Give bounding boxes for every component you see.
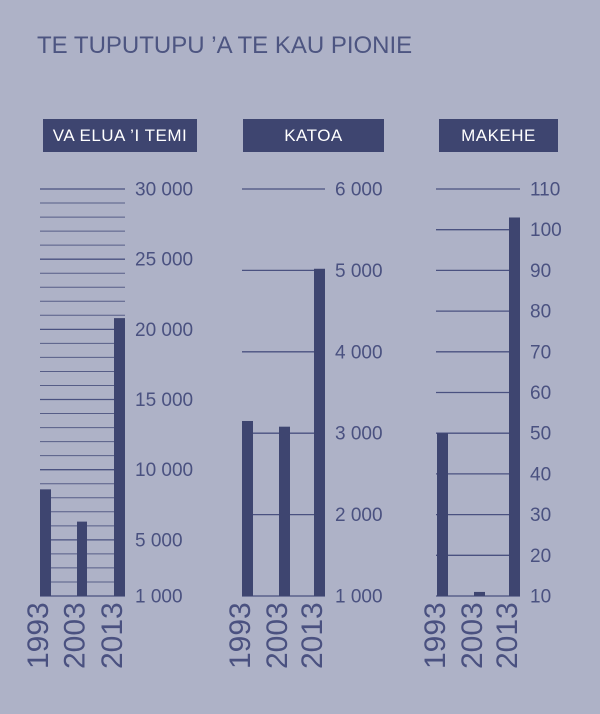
- svg-text:30: 30: [530, 505, 551, 526]
- svg-text:80: 80: [530, 302, 551, 323]
- svg-text:2 000: 2 000: [335, 505, 383, 526]
- svg-text:100: 100: [530, 220, 562, 241]
- svg-text:2013: 2013: [96, 602, 129, 669]
- svg-text:5 000: 5 000: [335, 261, 383, 282]
- svg-text:2003: 2003: [261, 602, 294, 669]
- svg-text:1993: 1993: [419, 602, 452, 669]
- svg-text:15 000: 15 000: [135, 390, 193, 411]
- svg-text:2013: 2013: [491, 602, 524, 669]
- svg-text:1 000: 1 000: [335, 587, 383, 608]
- svg-text:6 000: 6 000: [335, 180, 383, 201]
- svg-text:110: 110: [530, 180, 560, 201]
- svg-text:10: 10: [530, 587, 551, 608]
- svg-text:3 000: 3 000: [335, 424, 383, 445]
- svg-text:20 000: 20 000: [135, 320, 193, 341]
- svg-text:90: 90: [530, 261, 551, 282]
- svg-text:1993: 1993: [224, 602, 257, 669]
- svg-text:4 000: 4 000: [335, 342, 383, 363]
- svg-text:1993: 1993: [22, 602, 55, 669]
- svg-text:25 000: 25 000: [135, 250, 193, 271]
- svg-text:5 000: 5 000: [135, 530, 183, 551]
- svg-text:2013: 2013: [296, 602, 329, 669]
- svg-text:40: 40: [530, 464, 551, 485]
- svg-text:10 000: 10 000: [135, 460, 193, 481]
- svg-text:1 000: 1 000: [135, 587, 183, 608]
- svg-text:20: 20: [530, 546, 551, 567]
- svg-text:70: 70: [530, 342, 551, 363]
- svg-text:2003: 2003: [456, 602, 489, 669]
- svg-text:30 000: 30 000: [135, 180, 193, 201]
- svg-text:60: 60: [530, 383, 551, 404]
- svg-text:2003: 2003: [59, 602, 92, 669]
- svg-text:50: 50: [530, 424, 551, 445]
